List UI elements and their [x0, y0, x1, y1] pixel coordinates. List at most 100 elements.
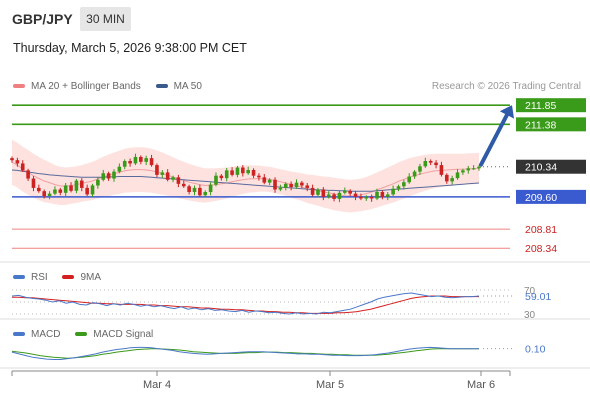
candle-body-86 — [471, 168, 476, 170]
candle-body-6 — [42, 191, 47, 197]
candle-body-72 — [396, 186, 401, 189]
chart-datetime: Thursday, March 5, 2026 9:38:00 PM CET — [13, 41, 247, 55]
ma50-swatch — [155, 84, 168, 89]
candle-body-62 — [343, 190, 347, 193]
candle-body-8 — [53, 189, 57, 194]
legend-label-ma50: MA 50 — [173, 81, 202, 92]
rsi-ma-line — [12, 295, 479, 314]
candle-body-87 — [477, 166, 481, 169]
symbol-title: GBP/JPY — [12, 11, 73, 27]
candle-body-52 — [289, 183, 293, 188]
level-label-5: 208.34 — [525, 243, 557, 255]
ma20-swatch — [13, 84, 25, 89]
candle-body-35 — [198, 187, 202, 196]
candle-body-0 — [10, 158, 14, 161]
moving-averages — [11, 161, 480, 197]
level-tag-2 — [516, 159, 586, 174]
candle-body-84 — [461, 170, 465, 173]
macd-signal-line — [11, 348, 479, 359]
candle-body-42 — [235, 167, 240, 175]
forecast-arrow-head — [499, 105, 515, 119]
legend-item-rsi-ma: 9MA — [62, 272, 101, 283]
candle-body-22 — [128, 161, 132, 164]
legend-label-ma20: MA 20 + Bollinger Bands — [31, 81, 141, 92]
candle-body-80 — [439, 165, 444, 175]
candle-body-65 — [359, 196, 363, 199]
candle-body-32 — [181, 183, 186, 187]
candle-body-39 — [219, 175, 224, 179]
candle-body-13 — [79, 180, 84, 188]
candle-body-17 — [101, 173, 106, 180]
candle-body-24 — [139, 156, 143, 162]
legend-label-rsi-ma: 9MA — [80, 272, 102, 283]
legend-label-rsi: RSI — [31, 272, 48, 283]
forecast-arrow-shaft — [479, 112, 509, 167]
candle-body-45 — [251, 169, 256, 176]
candle-body-81 — [444, 174, 449, 182]
legend-item-rsi: RSI — [13, 272, 48, 283]
candle-body-48 — [267, 179, 272, 183]
candle-body-83 — [455, 172, 460, 179]
candle-body-36 — [203, 191, 208, 196]
timeframe-badge[interactable]: 30 MIN — [80, 7, 131, 31]
candle-body-58 — [321, 189, 326, 197]
candle-body-63 — [348, 190, 352, 194]
rsi-tick-1: 30 — [524, 310, 536, 321]
candle-body-59 — [326, 194, 331, 197]
rsi-legend: RSI 9MA — [13, 272, 101, 283]
candle-body-68 — [375, 191, 379, 199]
ma50-line — [11, 169, 480, 192]
candlesticks — [10, 153, 481, 203]
x-tick-label-2: Mar 6 — [467, 379, 495, 391]
level-label-4: 208.81 — [525, 224, 557, 236]
candle-body-55 — [305, 185, 310, 188]
x-tick-label-1: Mar 5 — [316, 379, 344, 391]
legend-item-macd: MACD — [13, 329, 60, 340]
rsi-panel: 70 30 59.01 — [11, 286, 551, 321]
candle-body-30 — [171, 177, 175, 180]
legend-item-macd-signal: MACD Signal — [75, 329, 153, 340]
candle-body-85 — [466, 168, 471, 171]
candle-body-4 — [31, 178, 36, 188]
level-label-1: 211.38 — [525, 119, 556, 131]
rsi-ma-swatch — [62, 275, 75, 280]
candle-body-78 — [428, 161, 433, 163]
candle-body-82 — [450, 178, 454, 182]
candle-body-11 — [69, 185, 73, 191]
candle-body-2 — [20, 163, 25, 171]
rsi-swatch — [13, 275, 25, 280]
candle-body-69 — [380, 191, 385, 197]
candle-body-76 — [418, 166, 422, 172]
candle-body-41 — [230, 170, 234, 175]
macd-value-label: 0.10 — [525, 344, 546, 356]
macd-signal-swatch — [75, 332, 88, 337]
level-tag-3 — [516, 189, 586, 204]
candle-body-27 — [155, 165, 159, 175]
candle-body-74 — [407, 176, 412, 183]
candle-body-70 — [385, 194, 390, 197]
candle-body-18 — [106, 173, 111, 179]
candle-body-75 — [412, 171, 417, 177]
candle-body-66 — [364, 196, 369, 199]
candle-body-7 — [47, 193, 52, 197]
candle-body-12 — [74, 180, 79, 191]
candle-body-20 — [117, 166, 122, 172]
candle-body-51 — [283, 183, 288, 188]
legend-item-ma20: MA 20 + Bollinger Bands — [13, 81, 141, 92]
candle-body-73 — [402, 182, 406, 187]
candle-body-3 — [26, 170, 30, 179]
candle-body-43 — [241, 167, 245, 174]
candle-body-46 — [257, 175, 261, 178]
candle-body-37 — [208, 184, 213, 192]
rsi-tick-0: 70 — [524, 286, 536, 297]
candle-body-14 — [85, 187, 89, 195]
candle-body-1 — [15, 160, 20, 164]
candle-body-71 — [391, 188, 395, 195]
macd-panel: 0.10 — [11, 344, 546, 360]
forecast-arrow — [479, 105, 515, 167]
candle-body-23 — [133, 156, 138, 164]
candle-body-61 — [337, 192, 342, 199]
candle-body-10 — [63, 185, 68, 193]
macd-swatch — [13, 332, 25, 337]
